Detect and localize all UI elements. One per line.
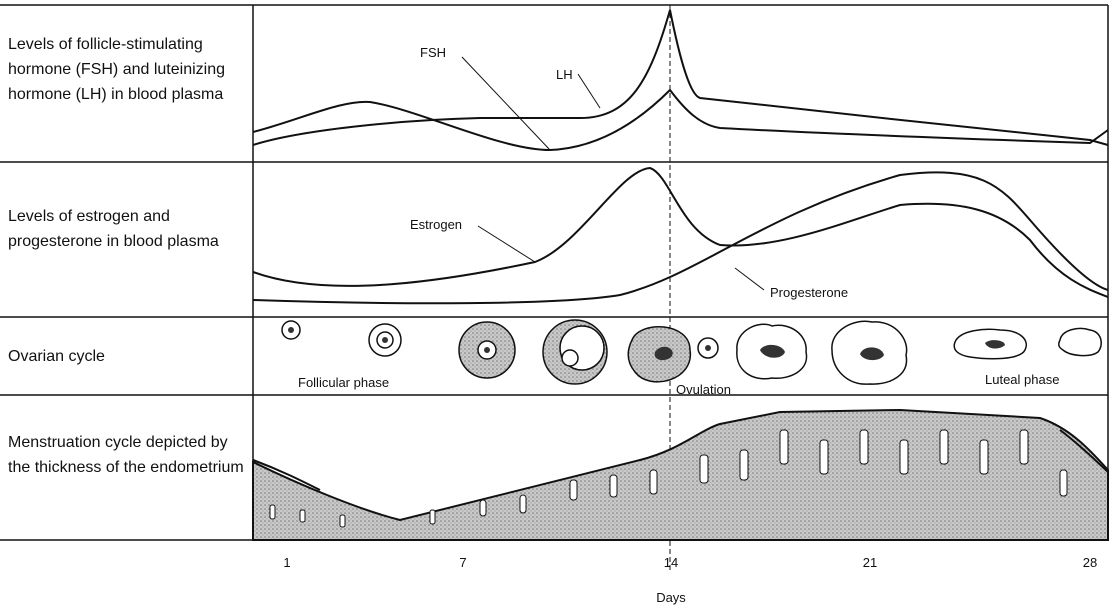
row-label: Menstruation cycle depicted by the thick… <box>8 434 244 476</box>
curve-label: Progesterone <box>770 285 849 300</box>
day-tick: 21 <box>862 555 878 570</box>
hormone-curves <box>252 9 1109 305</box>
phase-label: Follicular phase <box>298 375 390 390</box>
curve-label: FSH <box>420 45 446 60</box>
phase-label: Ovulation <box>676 382 731 397</box>
curve-label: Estrogen <box>410 217 463 232</box>
day-tick: 1 <box>283 555 291 570</box>
axis-label: Days <box>656 590 686 605</box>
day-tick: 28 <box>1082 555 1098 570</box>
curve-label: LH <box>556 67 573 82</box>
row-label: Ovarian cycle <box>8 348 105 365</box>
day-tick: 7 <box>459 555 467 570</box>
row-label: Levels of estrogen and progesterone in b… <box>8 208 219 250</box>
row-label: Levels of follicle-stimulating hormone (… <box>8 36 225 103</box>
day-tick: 14 <box>663 555 679 570</box>
endometrium <box>252 408 1109 541</box>
phase-label: Luteal phase <box>985 372 1060 387</box>
ovarian-follicles <box>281 319 1103 385</box>
